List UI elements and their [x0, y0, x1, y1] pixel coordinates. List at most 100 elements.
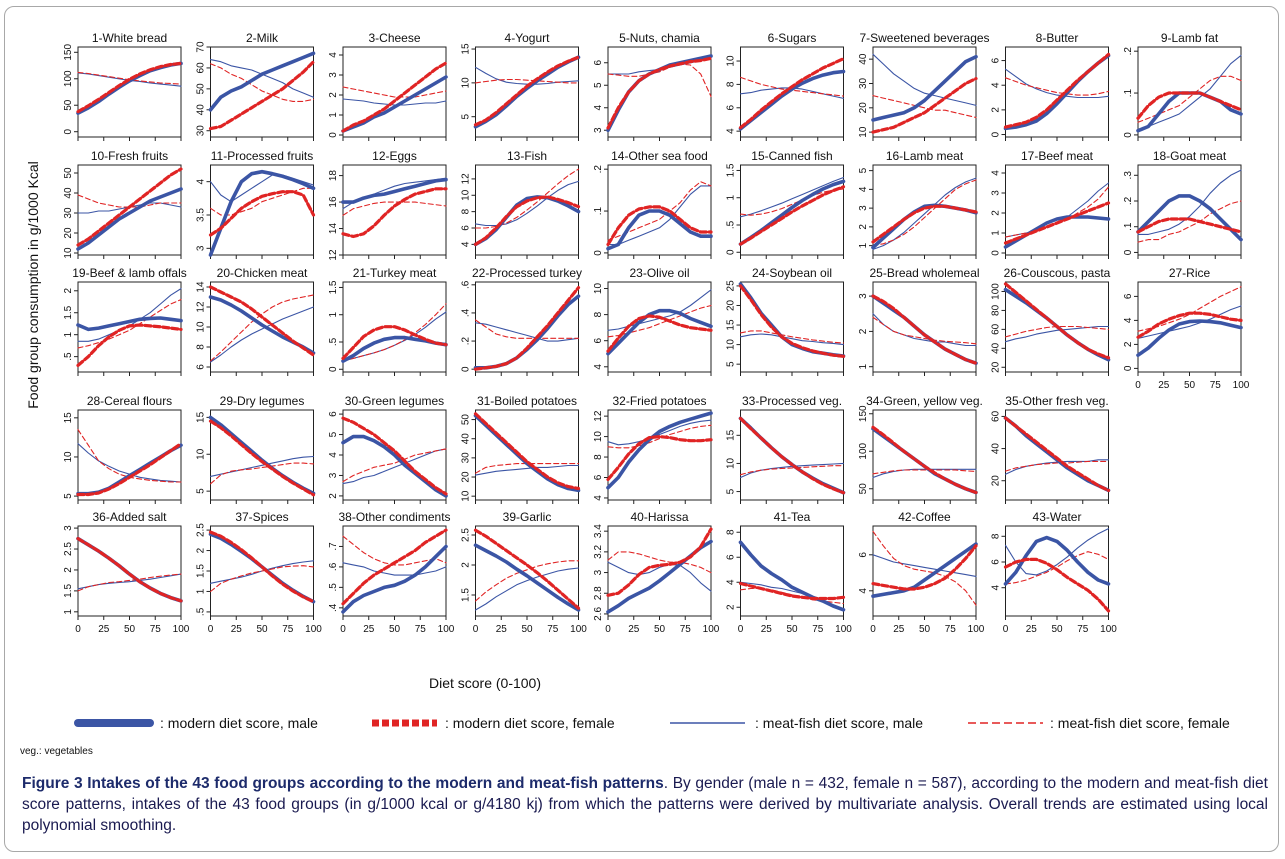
series-line-3	[739, 333, 845, 346]
x-tick-label: 0	[870, 624, 876, 635]
x-tick-label: 25	[893, 624, 905, 635]
x-tick-label: 0	[75, 624, 81, 635]
x-tick-label: 50	[124, 624, 136, 635]
y-tick-label: 0	[991, 131, 1002, 137]
x-tick-label: 50	[521, 624, 533, 635]
series-line-4	[342, 448, 447, 483]
series-line-4	[209, 565, 315, 593]
y-tick-label: 15	[63, 412, 74, 424]
x-tick-label: 50	[786, 624, 798, 635]
x-tick-label: 0	[1135, 380, 1141, 391]
y-tick-label: 4	[726, 128, 737, 134]
series-line-2	[341, 187, 448, 239]
series-line-2	[871, 76, 978, 134]
y-tick-label: 3.5	[196, 208, 207, 222]
y-tick-label: 15	[726, 429, 737, 441]
y-tick-label: 30	[858, 77, 869, 89]
x-tick-label: 100	[1100, 624, 1117, 635]
series-line-4	[607, 63, 712, 98]
panel-title: 21-Turkey meat	[353, 266, 437, 280]
x-tick-label: 75	[415, 624, 427, 635]
y-tick-label: 4	[593, 105, 604, 111]
y-tick-label: 10	[461, 490, 472, 502]
x-tick-label: 25	[628, 624, 640, 635]
series-line-1	[208, 169, 316, 257]
y-tick-label: .2	[461, 336, 472, 345]
y-tick-label: 4	[991, 82, 1002, 88]
y-tick-label: 14	[328, 223, 339, 235]
panel-title: 2-Milk	[246, 31, 279, 45]
series-line-2	[738, 416, 846, 495]
y-tick-label: 0	[328, 366, 339, 372]
panel-title: 30-Green legumes	[345, 394, 444, 408]
y-tick-label: 2	[991, 210, 1002, 216]
y-tick-label: 4	[328, 452, 339, 458]
y-tick-label: 1	[991, 230, 1002, 236]
plot-area	[740, 46, 844, 138]
series-line-2	[1136, 217, 1243, 234]
panel-title: 27-Rice	[1169, 266, 1211, 280]
x-tick-label: 50	[256, 624, 268, 635]
legend-label-modern-male: : modern diet score, male	[160, 715, 318, 731]
y-tick-label: .1	[1123, 222, 1134, 231]
series-line-1	[208, 415, 316, 496]
series-line-1	[871, 203, 978, 250]
series-line-3	[607, 185, 712, 246]
y-tick-label: 60	[991, 323, 1002, 335]
y-tick-label: 12	[593, 410, 604, 422]
x-tick-label: 25	[363, 624, 375, 635]
panel-title: 4-Yogurt	[505, 31, 551, 45]
series-line-1	[473, 195, 581, 247]
y-tick-label: 6	[461, 225, 472, 231]
series-line-4	[1004, 551, 1110, 585]
y-tick-label: 4	[328, 52, 339, 58]
panel-title: 23-Olive oil	[629, 266, 689, 280]
y-tick-label: 4	[991, 170, 1002, 176]
series-line-4	[739, 188, 845, 216]
y-tick-label: 0	[1123, 365, 1134, 371]
y-tick-label: 0	[1123, 249, 1134, 255]
panel-title: 19-Beef & lamb offals	[72, 266, 187, 280]
y-tick-label: 1.5	[63, 583, 74, 597]
y-tick-label: 50	[461, 414, 472, 426]
x-tick-label: 25	[1026, 624, 1038, 635]
series-line-2	[738, 185, 846, 246]
y-tick-label: 3	[593, 127, 604, 133]
y-tick-label: 2	[461, 562, 472, 568]
y-tick-label: 2.8	[593, 586, 604, 600]
x-tick-label: 75	[812, 624, 824, 635]
panel-8-butter: 8-Butter 0 2 4 6	[991, 31, 1111, 141]
y-tick-label: 6	[593, 337, 604, 343]
y-tick-label: 1.5	[461, 588, 472, 602]
series-line-3	[1137, 169, 1242, 235]
panel-title: 17-Beef meat	[1021, 149, 1094, 163]
y-tick-label: 150	[858, 405, 869, 422]
x-tick-label: 75	[150, 624, 162, 635]
y-tick-label: 10	[196, 321, 207, 333]
y-tick-label: 8	[991, 533, 1002, 539]
y-tick-label: 4	[858, 186, 869, 192]
series-line-2	[341, 528, 448, 606]
panel-title: 31-Boiled potatoes	[477, 394, 577, 408]
series-line-1	[341, 434, 448, 498]
series-line-3	[872, 554, 977, 577]
series-line-2	[871, 425, 978, 495]
series-line-4	[872, 469, 977, 475]
series-line-2	[1136, 91, 1243, 120]
y-tick-label: .4	[328, 603, 339, 612]
series-line-4	[872, 316, 977, 345]
series-line-1	[606, 54, 713, 133]
series-line-2	[1003, 416, 1111, 492]
panel-30-green-legumes: 30-Green legumes 2 3 4 5 6	[328, 394, 448, 504]
panel-title: 1-White bread	[92, 31, 167, 45]
x-tick-label: 50	[1184, 380, 1196, 391]
panel-title: 13-Fish	[507, 149, 547, 163]
y-tick-label: 8	[726, 529, 737, 535]
series-line-2	[606, 56, 713, 130]
panel-16-lamb-meat: 16-Lamb meat 1 2 3 4 5	[858, 149, 978, 259]
y-tick-label: 6	[593, 474, 604, 480]
panel-39-garlic: 39-Garlic 1.5 2 2.5 0 25 50 75 100	[461, 510, 588, 635]
x-tick-label: 25	[496, 624, 508, 635]
y-tick-label: 14	[196, 281, 207, 293]
series-line-1	[1136, 91, 1243, 133]
